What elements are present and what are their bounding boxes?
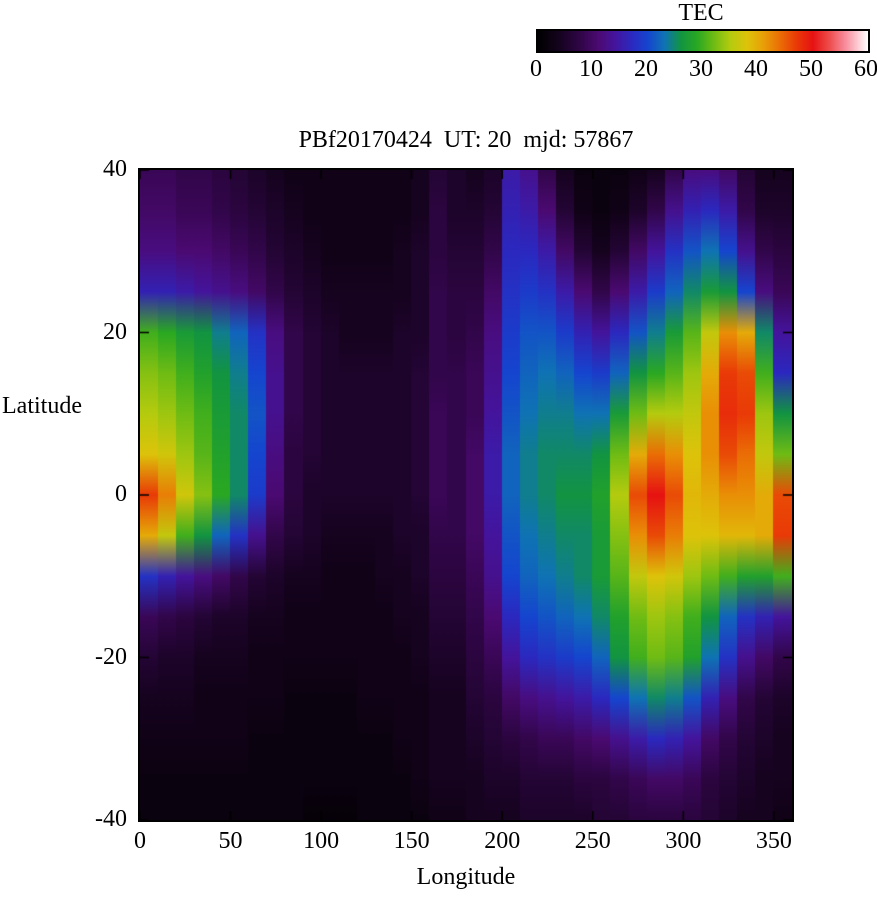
y-tick-label: 20 bbox=[103, 318, 127, 345]
x-tick-label: 100 bbox=[303, 828, 340, 854]
x-tick-label: 50 bbox=[218, 828, 243, 854]
colorbar-tick-label: 10 bbox=[579, 56, 603, 82]
colorbar-tick-label: 40 bbox=[744, 56, 768, 82]
plot-frame bbox=[138, 168, 794, 822]
x-tick-label: 150 bbox=[393, 828, 430, 854]
y-tick-label: -40 bbox=[95, 806, 127, 832]
colorbar-tick-label: 60 bbox=[854, 56, 877, 82]
y-tick-label: 40 bbox=[103, 156, 127, 182]
x-tick-label: 250 bbox=[574, 828, 611, 854]
colorbar-title: TEC bbox=[678, 0, 724, 26]
colorbar-tick-label: 20 bbox=[634, 56, 658, 82]
colorbar-tick-label: 30 bbox=[689, 56, 713, 82]
colorbar-gradient bbox=[536, 29, 870, 53]
plot-title: PBf20170424 UT: 20 mjd: 57867 bbox=[298, 127, 634, 153]
x-tick-label: 350 bbox=[755, 828, 792, 854]
tec-heatmap-canvas bbox=[140, 170, 792, 820]
y-tick-label: -20 bbox=[95, 643, 127, 670]
x-axis-label: Longitude bbox=[416, 864, 516, 890]
colorbar-tick-label: 50 bbox=[799, 56, 823, 82]
colorbar-tick-label: 0 bbox=[530, 56, 542, 82]
y-axis-label: Latitude bbox=[2, 393, 82, 419]
y-tick-label: 0 bbox=[115, 481, 127, 507]
x-tick-label: 0 bbox=[134, 828, 146, 854]
x-tick-label: 300 bbox=[665, 828, 702, 854]
x-tick-label: 200 bbox=[484, 828, 521, 854]
